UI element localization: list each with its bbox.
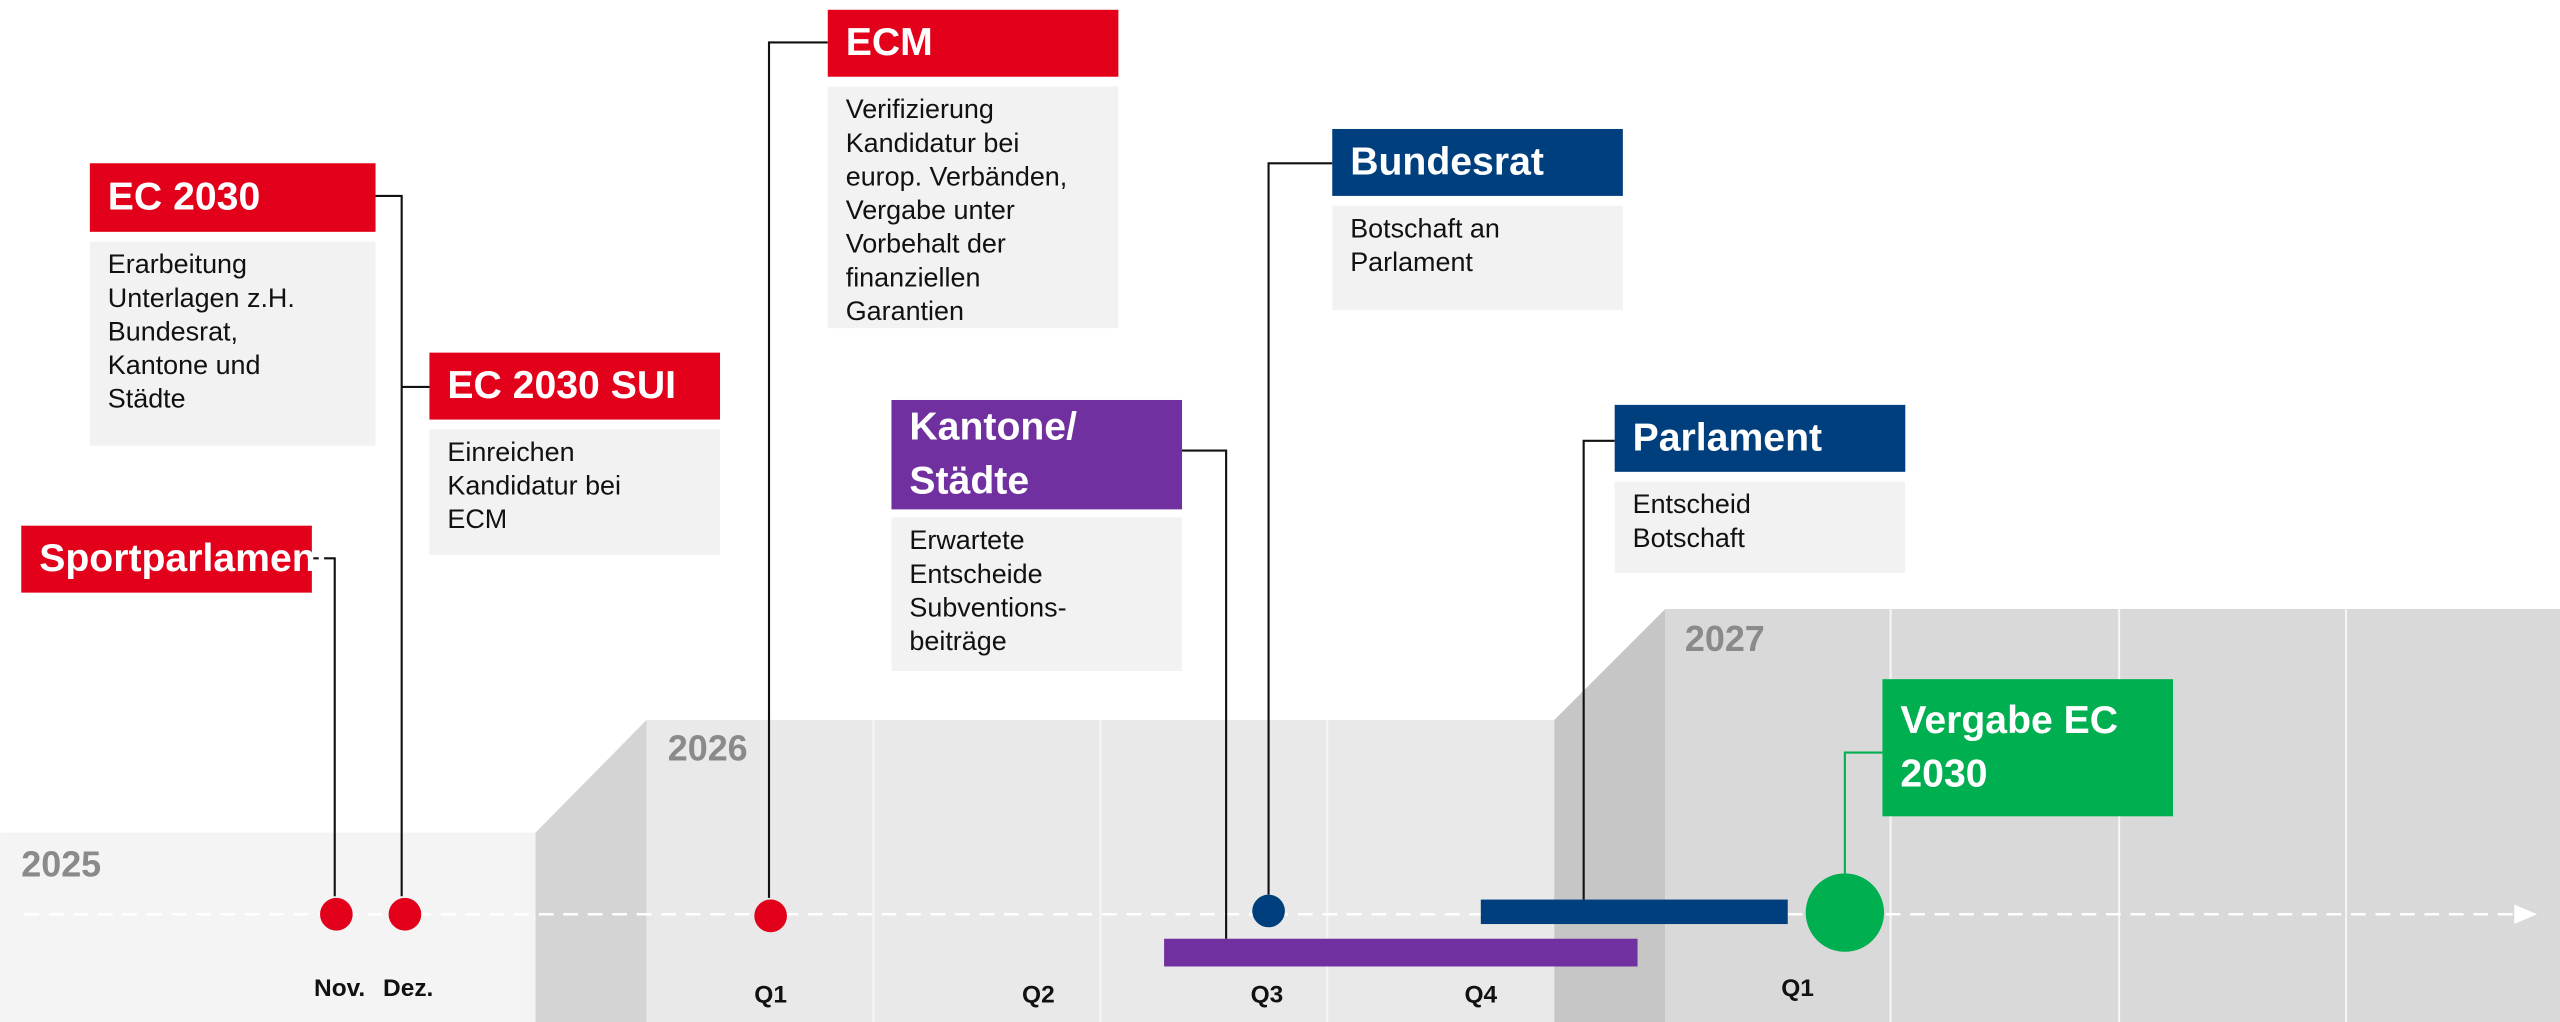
period-label: Q1 — [754, 981, 787, 1008]
connector — [1182, 449, 1228, 939]
event-title: Städte — [909, 460, 1029, 503]
milestone-dot — [320, 897, 353, 931]
event-text: Einreichen — [447, 437, 574, 467]
milestone-dot — [754, 899, 787, 933]
event-body — [827, 86, 1119, 329]
connector — [311, 557, 336, 897]
event-text: Vorbehalt der — [846, 229, 1006, 259]
event-text: Kantone und — [108, 350, 261, 380]
connector — [375, 194, 403, 897]
year-label: 2025 — [21, 843, 101, 884]
event-title: ECM — [846, 21, 933, 64]
event-header — [89, 163, 376, 232]
event-text: europ. Verbänden, — [846, 161, 1068, 191]
event-text: Erarbeitung — [108, 249, 247, 279]
event-text: Garantien — [846, 296, 964, 326]
connector — [767, 41, 828, 898]
event-text: Kandidatur bei — [846, 128, 1020, 158]
event-text: Verifizierung — [846, 94, 994, 124]
year-label: 2027 — [1685, 618, 1765, 659]
event-body — [89, 241, 376, 446]
quarter-dividers — [872, 608, 2348, 1022]
event-header — [891, 399, 1183, 510]
event-header — [827, 9, 1119, 77]
event-title: Sportparlament — [39, 537, 329, 580]
event-title: Bundesrat — [1350, 140, 1544, 183]
event-text: Bundesrat, — [108, 316, 238, 346]
event-text: Subventions- — [909, 592, 1066, 622]
event-title: Parlament — [1633, 416, 1822, 459]
year-slope — [535, 719, 647, 1022]
event-text: ECM — [447, 504, 507, 534]
connector — [1582, 439, 1615, 900]
event-body — [891, 517, 1183, 671]
event-header — [1332, 128, 1623, 196]
event-text: beiträge — [909, 626, 1006, 656]
event-text: Botschaft an — [1350, 213, 1500, 243]
event-text: Entscheid — [1633, 489, 1751, 519]
connector — [1843, 751, 1883, 874]
bundesrat-bar — [1480, 899, 1788, 925]
event-text: Vergabe unter — [846, 195, 1015, 225]
period-label: Nov. — [314, 975, 365, 1002]
milestone-dot — [1805, 873, 1885, 952]
period-label: Dez. — [383, 975, 433, 1002]
event-title: Kantone/ — [909, 406, 1077, 449]
event-body — [429, 429, 721, 556]
kantone-bar — [1164, 938, 1638, 967]
event-body — [1614, 481, 1906, 574]
event-text: Unterlagen z.H. — [108, 283, 295, 313]
milestone-dot — [1252, 894, 1285, 928]
event-header — [21, 525, 312, 593]
year-label: 2026 — [668, 727, 748, 768]
event-body — [1332, 205, 1623, 311]
period-label: Q3 — [1251, 981, 1284, 1008]
event-title: Vergabe EC — [1900, 699, 2118, 742]
connector — [1267, 162, 1333, 895]
period-label: Q1 — [1781, 975, 1814, 1002]
event-text: Botschaft — [1633, 523, 1746, 553]
period-label: Q2 — [1022, 981, 1055, 1008]
event-header — [1614, 404, 1906, 472]
axis-arrow — [2514, 904, 2538, 925]
milestone-dot — [388, 897, 422, 931]
event-title: EC 2030 SUI — [447, 364, 676, 407]
period-label: Q4 — [1464, 981, 1497, 1008]
event-text: Entscheide — [909, 559, 1042, 589]
event-text: Kandidatur bei — [447, 471, 621, 501]
year-band-2025 — [0, 832, 536, 1022]
event-text: Erwartete — [909, 525, 1024, 555]
event-text: Städte — [108, 384, 186, 414]
event-title: 2030 — [1900, 753, 1987, 796]
event-title: EC 2030 — [108, 176, 260, 219]
event-header — [1882, 679, 2174, 817]
event-text: finanziellen — [846, 262, 981, 292]
event-header — [429, 352, 721, 420]
event-text: Parlament — [1350, 247, 1473, 277]
